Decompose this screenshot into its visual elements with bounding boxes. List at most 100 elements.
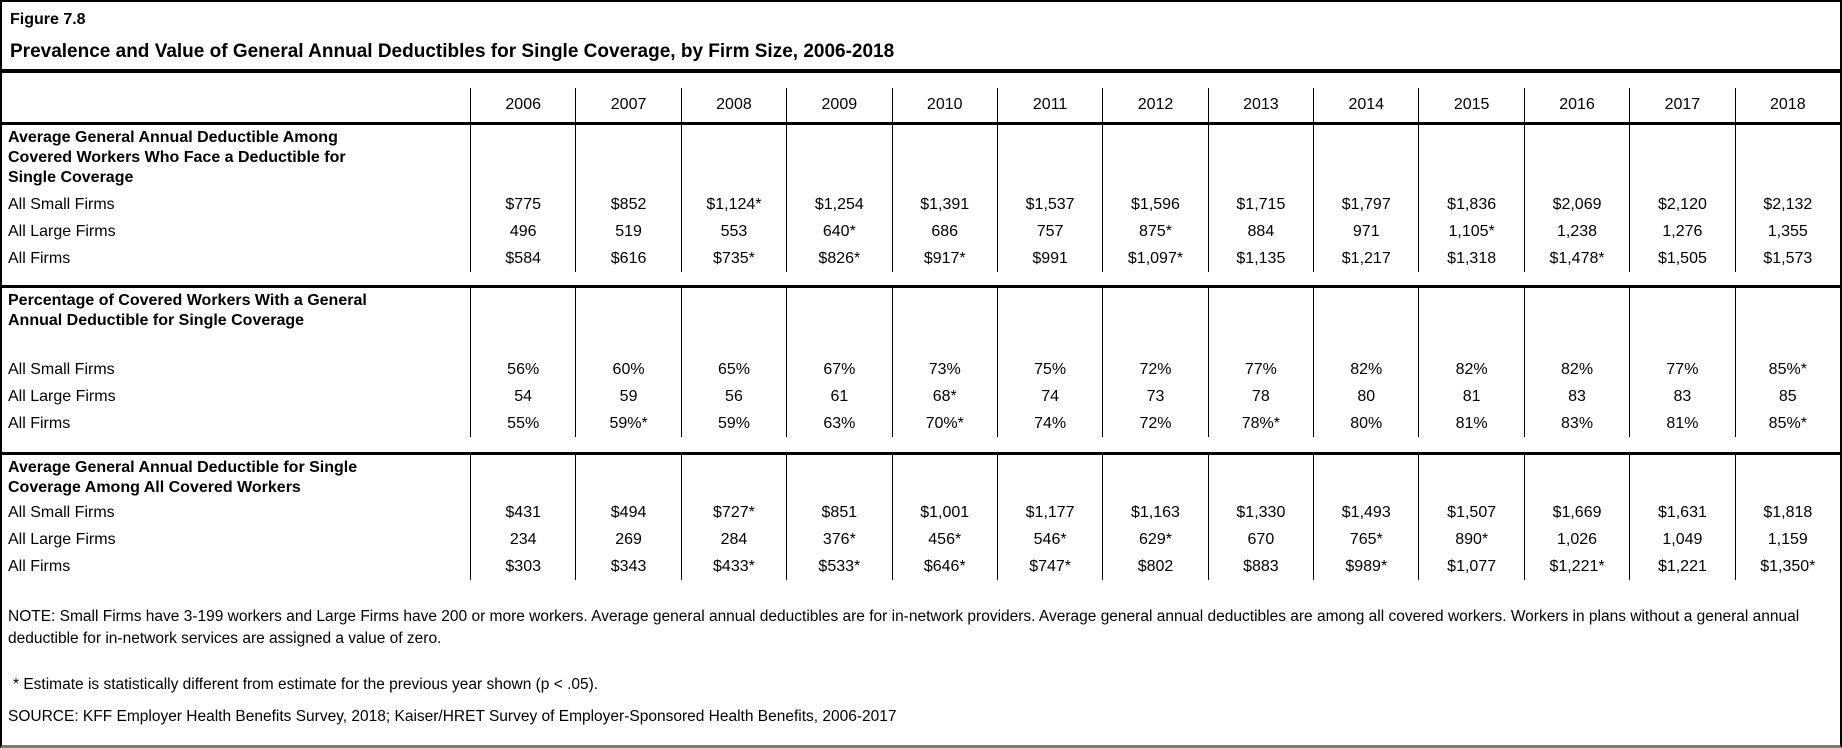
row-label: All Firms bbox=[8, 558, 71, 575]
value-cell-2017: 83 bbox=[1629, 383, 1734, 410]
section-header-spacer-cell bbox=[680, 125, 786, 191]
value-cell-2008: $1,124* bbox=[680, 191, 786, 218]
table-row: All Small Firms $775 $852 $1,124* $1,254 $1,3… bbox=[2, 191, 1840, 218]
value-cell-2006: 234 bbox=[470, 526, 575, 553]
value-cell-2017: $2,120 bbox=[1629, 191, 1734, 218]
section-header-spacer-cell bbox=[1207, 455, 1313, 499]
source-text: SOURCE: KFF Employer Health Benefits Sur… bbox=[8, 708, 897, 725]
value-cell-2006: 55% bbox=[470, 410, 575, 437]
value-cell-2018: 85 bbox=[1734, 383, 1840, 410]
value-cell-2016: 83% bbox=[1523, 410, 1629, 437]
value-cell-2008: 65% bbox=[680, 356, 786, 383]
value-cell-2010: 686 bbox=[891, 218, 997, 245]
section-header-spacer-cell bbox=[891, 455, 997, 499]
section-header-spacer-cell bbox=[1418, 455, 1523, 499]
row-label: All Small Firms bbox=[8, 504, 115, 521]
value-cell-2006: $775 bbox=[470, 191, 575, 218]
value-cell-2012: 72% bbox=[1102, 356, 1207, 383]
value-cell-2011: 757 bbox=[996, 218, 1102, 245]
value-cell-2017: 1,049 bbox=[1629, 526, 1734, 553]
value-cell-2011: $747* bbox=[996, 553, 1102, 580]
year-header-2010: 2010 bbox=[891, 88, 997, 122]
section-header-spacer-cell bbox=[470, 288, 575, 356]
value-cell-2009: 63% bbox=[786, 410, 891, 437]
section-header-spacer-cell bbox=[786, 455, 891, 499]
row-label: All Large Firms bbox=[8, 388, 116, 405]
value-cell-2014: 971 bbox=[1313, 218, 1418, 245]
value-cell-2015: $1,318 bbox=[1418, 245, 1523, 272]
deductibles-table: 2006 2007 2008 2009 2010 2011 2012 2013 2014 2015… bbox=[2, 88, 1840, 596]
table-section-0: Average General Annual Deductible Among … bbox=[2, 122, 1840, 285]
value-cell-2009: 61 bbox=[786, 383, 891, 410]
value-cell-2011: $1,537 bbox=[996, 191, 1102, 218]
section-header-spacer-cell bbox=[1207, 125, 1313, 191]
value-cell-2012: 629* bbox=[1102, 526, 1207, 553]
year-header-2011: 2011 bbox=[996, 88, 1102, 122]
table-section-1: Percentage of Covered Workers With a Gen… bbox=[2, 285, 1840, 452]
value-cell-2008: 553 bbox=[680, 218, 786, 245]
value-cell-2012: 72% bbox=[1102, 410, 1207, 437]
value-cell-2015: 81 bbox=[1418, 383, 1523, 410]
table-row: All Small Firms 56% 60% 65% 67% 73% 75% 72% 77% 8… bbox=[2, 356, 1840, 383]
value-cell-2015: 1,105* bbox=[1418, 218, 1523, 245]
row-label: All Small Firms bbox=[8, 196, 115, 213]
value-cell-2010: $646* bbox=[891, 553, 997, 580]
value-cell-2007: $616 bbox=[575, 245, 680, 272]
value-cell-2009: 67% bbox=[786, 356, 891, 383]
section-header-spacer-cell bbox=[575, 125, 680, 191]
value-cell-2015: $1,077 bbox=[1418, 553, 1523, 580]
footnote-text: * Estimate is statistically different fr… bbox=[13, 676, 599, 693]
value-cell-2017: 77% bbox=[1629, 356, 1734, 383]
value-cell-2007: $852 bbox=[575, 191, 680, 218]
value-cell-2011: $1,177 bbox=[996, 499, 1102, 526]
section-header-spacer-cell bbox=[1523, 125, 1629, 191]
value-cell-2014: $1,217 bbox=[1313, 245, 1418, 272]
value-cell-2011: 546* bbox=[996, 526, 1102, 553]
section-header-spacer-cell bbox=[1734, 125, 1840, 191]
value-cell-2013: $1,135 bbox=[1207, 245, 1313, 272]
year-header-2008: 2008 bbox=[680, 88, 786, 122]
value-cell-2010: $917* bbox=[891, 245, 997, 272]
value-cell-2016: 83 bbox=[1523, 383, 1629, 410]
value-cell-2017: $1,631 bbox=[1629, 499, 1734, 526]
value-cell-2018: $2,132 bbox=[1734, 191, 1840, 218]
value-cell-2007: 519 bbox=[575, 218, 680, 245]
section-header-spacer-cell bbox=[786, 288, 891, 356]
corner-cell bbox=[2, 88, 470, 122]
value-cell-2015: $1,507 bbox=[1418, 499, 1523, 526]
value-cell-2011: 74% bbox=[996, 410, 1102, 437]
section-header-spacer-cell bbox=[786, 125, 891, 191]
value-cell-2013: 884 bbox=[1207, 218, 1313, 245]
value-cell-2012: $1,596 bbox=[1102, 191, 1207, 218]
value-cell-2016: 82% bbox=[1523, 356, 1629, 383]
value-cell-2018: 1,159 bbox=[1734, 526, 1840, 553]
table-section-2: Average General Annual Deductible for Si… bbox=[2, 452, 1840, 596]
value-cell-2009: $1,254 bbox=[786, 191, 891, 218]
table-row: All Firms $584 $616 $735* $826* $917* $991 $1,0… bbox=[2, 245, 1840, 272]
value-cell-2012: $1,097* bbox=[1102, 245, 1207, 272]
section-header-spacer-cell bbox=[1418, 288, 1523, 356]
value-cell-2016: $1,669 bbox=[1523, 499, 1629, 526]
section-header-spacer-cell bbox=[1207, 288, 1313, 356]
section-header-row-0: Average General Annual Deductible Among … bbox=[2, 125, 1840, 191]
table-row: All Firms 55% 59%* 59% 63% 70%* 74% 72% 78%* 80% 8… bbox=[2, 410, 1840, 437]
value-cell-2010: 73% bbox=[891, 356, 997, 383]
value-cell-2012: 73 bbox=[1102, 383, 1207, 410]
value-cell-2014: 80% bbox=[1313, 410, 1418, 437]
value-cell-2013: $1,715 bbox=[1207, 191, 1313, 218]
value-cell-2016: $2,069 bbox=[1523, 191, 1629, 218]
value-cell-2007: $343 bbox=[575, 553, 680, 580]
value-cell-2010: 456* bbox=[891, 526, 997, 553]
year-header-2012: 2012 bbox=[1102, 88, 1207, 122]
value-cell-2008: $735* bbox=[680, 245, 786, 272]
value-cell-2014: 82% bbox=[1313, 356, 1418, 383]
table-row: All Small Firms $431 $494 $727* $851 $1,001 $1… bbox=[2, 499, 1840, 526]
value-cell-2018: $1,573 bbox=[1734, 245, 1840, 272]
section-header-spacer-cell bbox=[1734, 455, 1840, 499]
value-cell-2008: 56 bbox=[680, 383, 786, 410]
value-cell-2015: 82% bbox=[1418, 356, 1523, 383]
value-cell-2006: 54 bbox=[470, 383, 575, 410]
value-cell-2015: $1,836 bbox=[1418, 191, 1523, 218]
value-cell-2014: $989* bbox=[1313, 553, 1418, 580]
